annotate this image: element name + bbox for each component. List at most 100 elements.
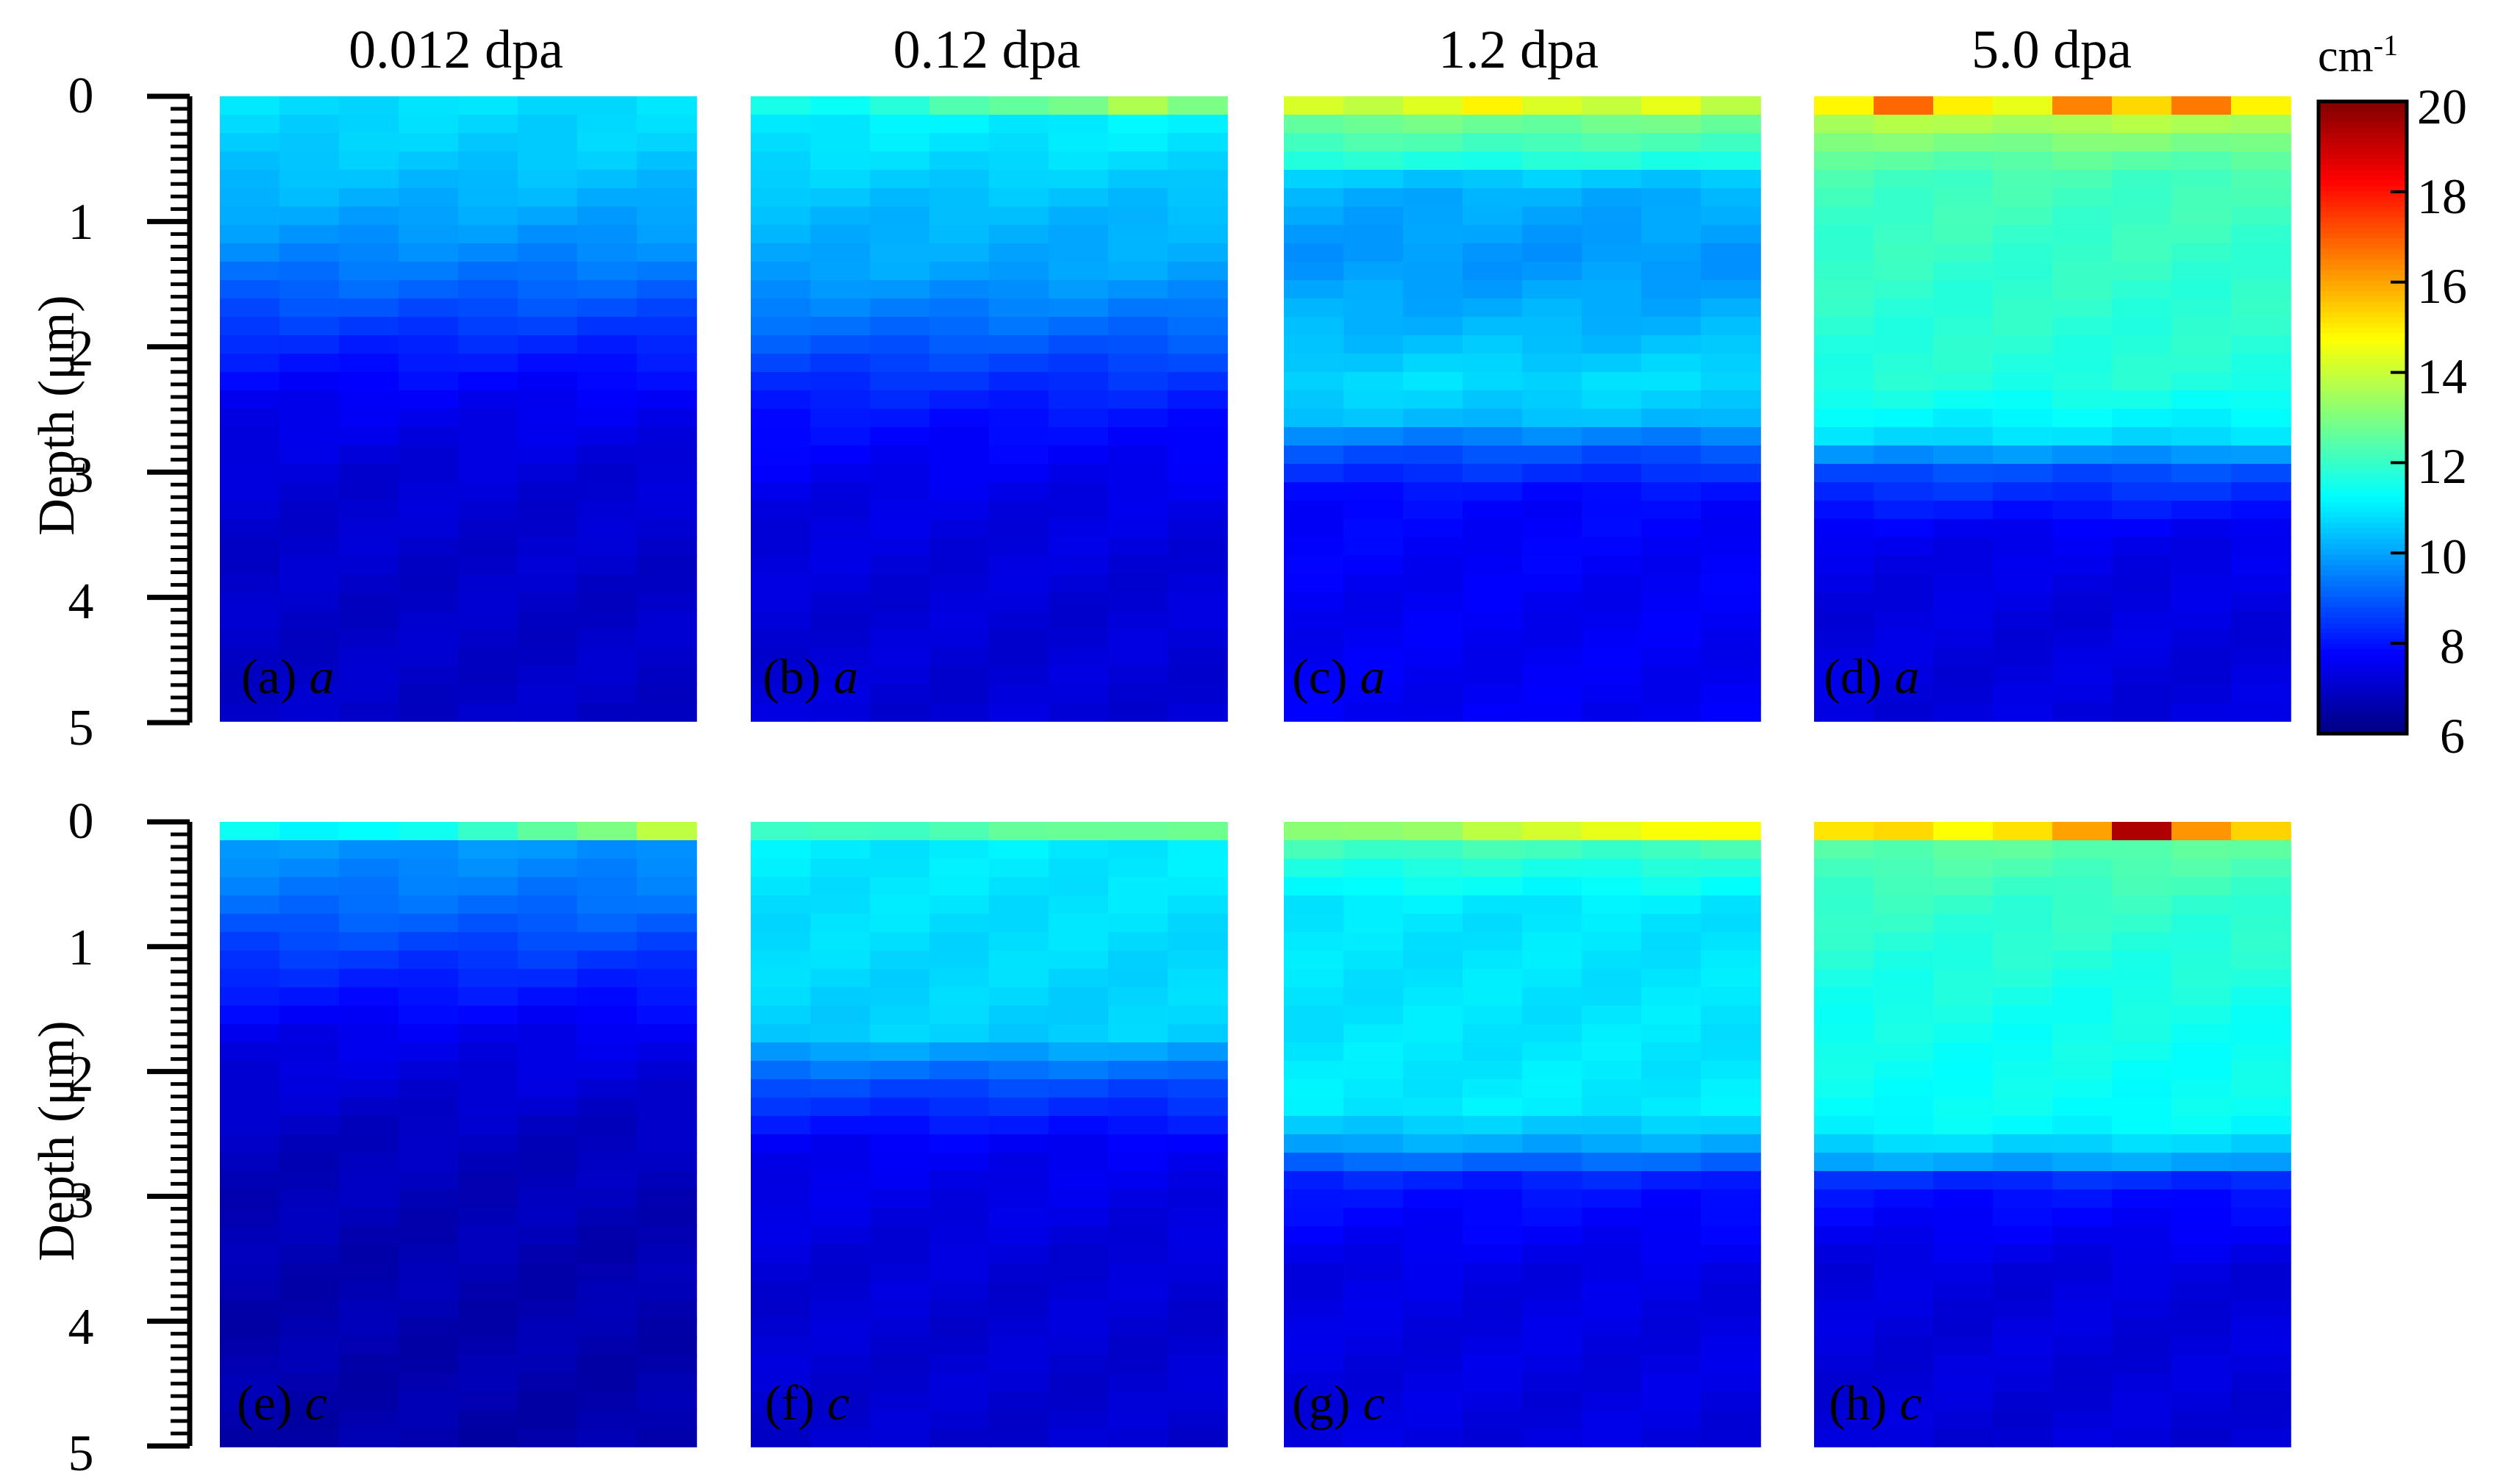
heatmap-cell [339,932,399,951]
heatmap-cell [577,574,638,593]
heatmap-cell [2112,1318,2172,1337]
heatmap-cell [1933,969,1993,988]
heatmap-cell [1701,390,1761,409]
heatmap-cell [339,1281,399,1300]
colorbar-band [2319,159,2407,165]
heatmap-cell [577,1006,638,1025]
heatmap-cell [929,648,990,667]
colorbar-band [2319,639,2407,645]
heatmap-cell [2112,951,2172,970]
heatmap-cell [810,537,871,556]
heatmap-cell [399,987,459,1006]
heatmap-cell [458,1392,518,1411]
heatmap-cell [2052,859,2113,878]
heatmap-cell [279,115,340,134]
heatmap-cell [577,969,638,988]
heatmap-cell [637,1006,697,1025]
heatmap-cell [1993,1134,2053,1153]
heatmap-cell [1814,464,1874,483]
heatmap-cell [518,932,578,951]
heatmap-cell [2112,188,2172,207]
heatmap-cell [1522,96,1582,115]
heatmap-cell [279,1079,340,1098]
heatmap-cell [1463,1226,1523,1245]
heatmap-cell [1108,1428,1168,1447]
heatmap-cell [279,427,340,446]
heatmap-cell [1463,243,1523,262]
heatmap-cell [1049,409,1109,428]
heatmap-cell [1049,1116,1109,1135]
heatmap-cell [2231,1153,2291,1172]
heatmap-cell [810,317,871,336]
heatmap-cell [929,519,990,538]
heatmap-cell [339,225,399,244]
heatmap-cell [220,1079,280,1098]
heatmap-cell [2112,574,2172,593]
heatmap-cell [2231,1318,2291,1337]
heatmap-cell [1168,115,1228,134]
heatmap-cell [1343,1410,1404,1429]
heatmap-cell [339,354,399,373]
heatmap-cell [1641,648,1702,667]
heatmap-cell [279,1189,340,1209]
heatmap-cell [1463,96,1523,115]
heatmap-cell [577,593,638,612]
heatmap-cell [989,1245,1049,1264]
heatmap-cell [1933,1428,1993,1447]
heatmap-cell [870,1153,930,1172]
heatmap-cell [2112,1134,2172,1153]
heatmap-panel-h [1814,822,2291,1447]
heatmap-cell [1814,445,1874,465]
heatmap-cell [1933,115,1993,134]
heatmap-cell [2112,1042,2172,1062]
heatmap-cell [279,335,340,354]
heatmap-cell [1284,1171,1344,1190]
heatmap-cell [1933,574,1993,593]
heatmap-cell [220,243,280,262]
heatmap-cell [1701,611,1761,630]
heatmap-cell [989,133,1049,152]
heatmap-cell [870,666,930,685]
heatmap-cell [1874,629,1934,648]
heatmap-cell [1108,188,1168,207]
heatmap-cell [399,1373,459,1392]
heatmap-cell [2112,1189,2172,1209]
heatmap-cell [637,1208,697,1227]
heatmap-cell [2171,409,2232,428]
heatmap-cell [1993,1355,2053,1374]
heatmap-cell [577,1281,638,1300]
heatmap-cell [1522,1171,1582,1190]
heatmap-cell [339,1116,399,1135]
heatmap-cell [810,1318,871,1337]
heatmap-cell [577,1245,638,1264]
heatmap-cell [220,1042,280,1062]
heatmap-cell [220,1318,280,1337]
heatmap-cell [1343,1171,1404,1190]
heatmap-cell [1463,298,1523,318]
heatmap-cell [1284,151,1344,171]
heatmap-cell [929,243,990,262]
heatmap-cell [458,840,518,859]
heatmap-cell [279,574,340,593]
heatmap-cell [929,1134,990,1153]
heatmap-cell [1933,1153,1993,1172]
heatmap-cell [1284,684,1344,704]
colorbar-tick-18: 18 [2417,168,2467,224]
heatmap-cell [220,914,280,933]
heatmap-cell [1049,1263,1109,1282]
heatmap-cell [989,987,1049,1006]
heatmap-cell [2171,170,2232,189]
heatmap-cell [577,354,638,373]
heatmap-cell [220,1373,280,1392]
heatmap-cell [2052,1189,2113,1209]
colorbar-band [2319,165,2407,171]
heatmap-cell [1814,96,1874,115]
heatmap-cell [1463,1410,1523,1429]
heatmap-cell [1403,840,1463,859]
heatmap-cell [1701,1410,1761,1429]
heatmap-cell [1582,335,1642,354]
heatmap-cell [1284,1410,1344,1429]
heatmap-cell [810,1189,871,1209]
heatmap-cell [2112,519,2172,538]
